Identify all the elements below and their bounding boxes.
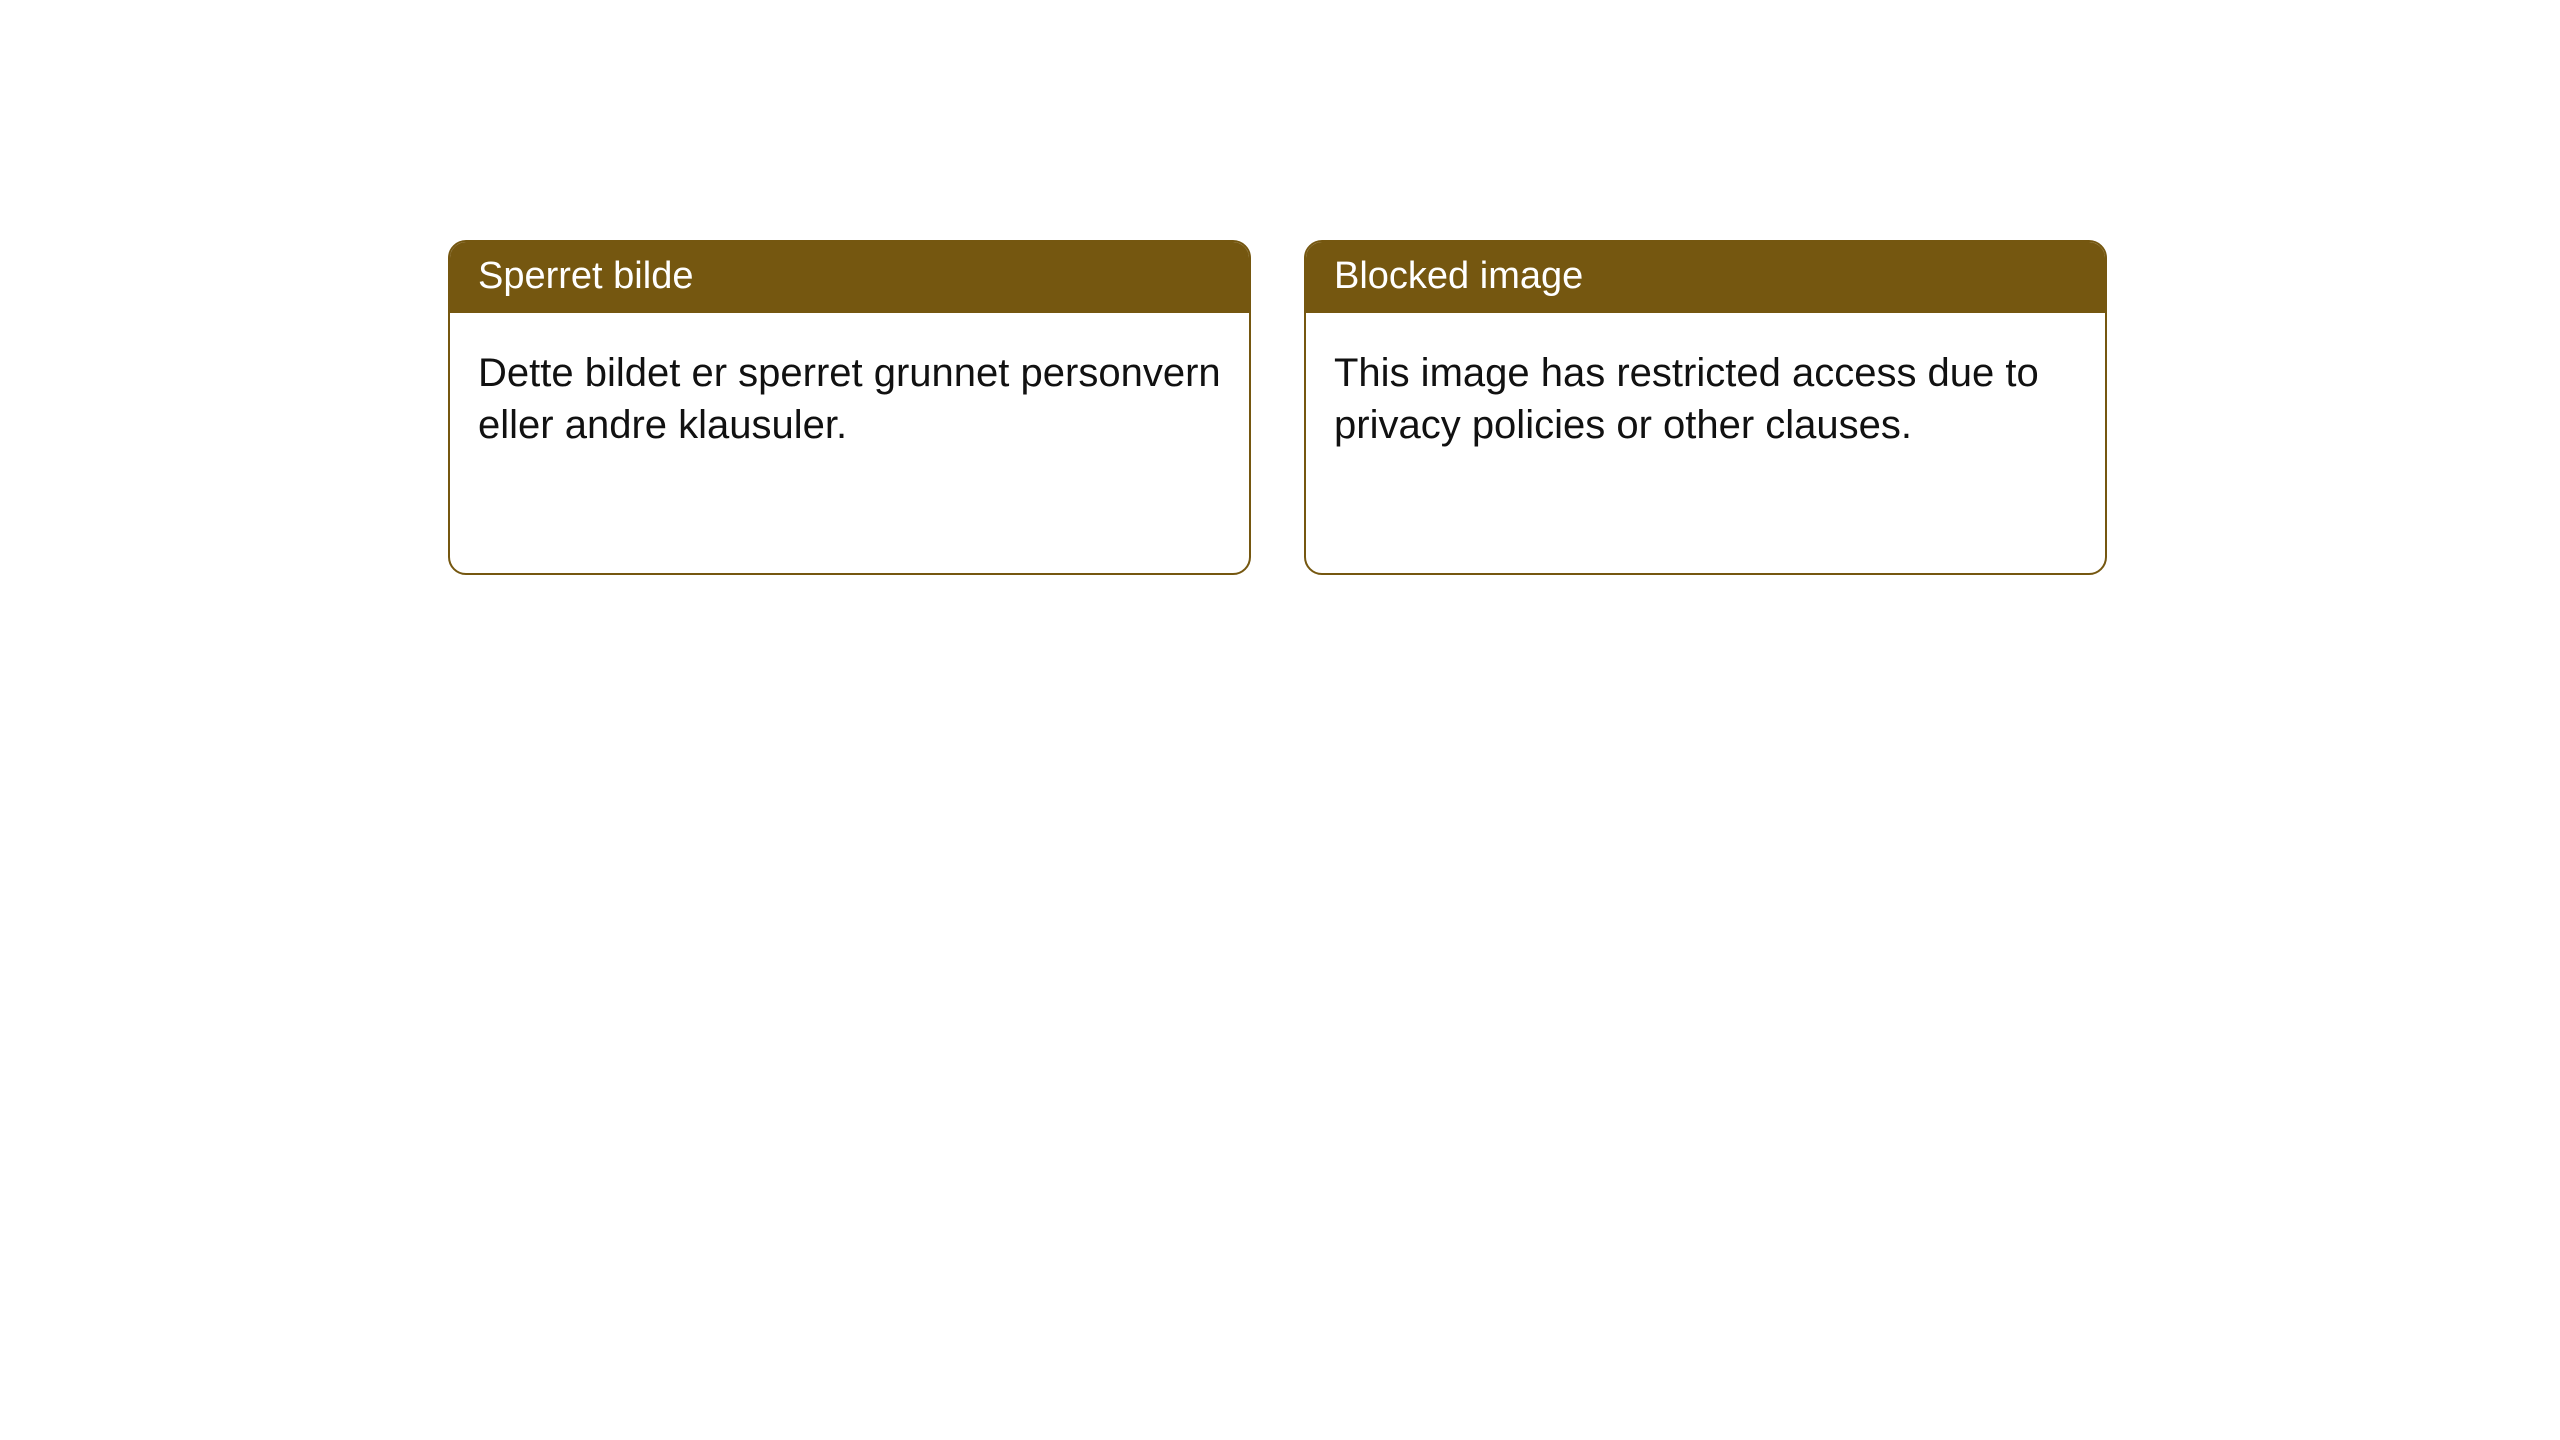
notice-card-english: Blocked image This image has restricted … bbox=[1304, 240, 2107, 575]
notice-card-norwegian: Sperret bilde Dette bildet er sperret gr… bbox=[448, 240, 1251, 575]
notice-header-english: Blocked image bbox=[1306, 242, 2105, 313]
notice-header-norwegian: Sperret bilde bbox=[450, 242, 1249, 313]
notice-container: Sperret bilde Dette bildet er sperret gr… bbox=[448, 240, 2107, 575]
notice-body-norwegian: Dette bildet er sperret grunnet personve… bbox=[450, 313, 1249, 485]
notice-body-english: This image has restricted access due to … bbox=[1306, 313, 2105, 485]
